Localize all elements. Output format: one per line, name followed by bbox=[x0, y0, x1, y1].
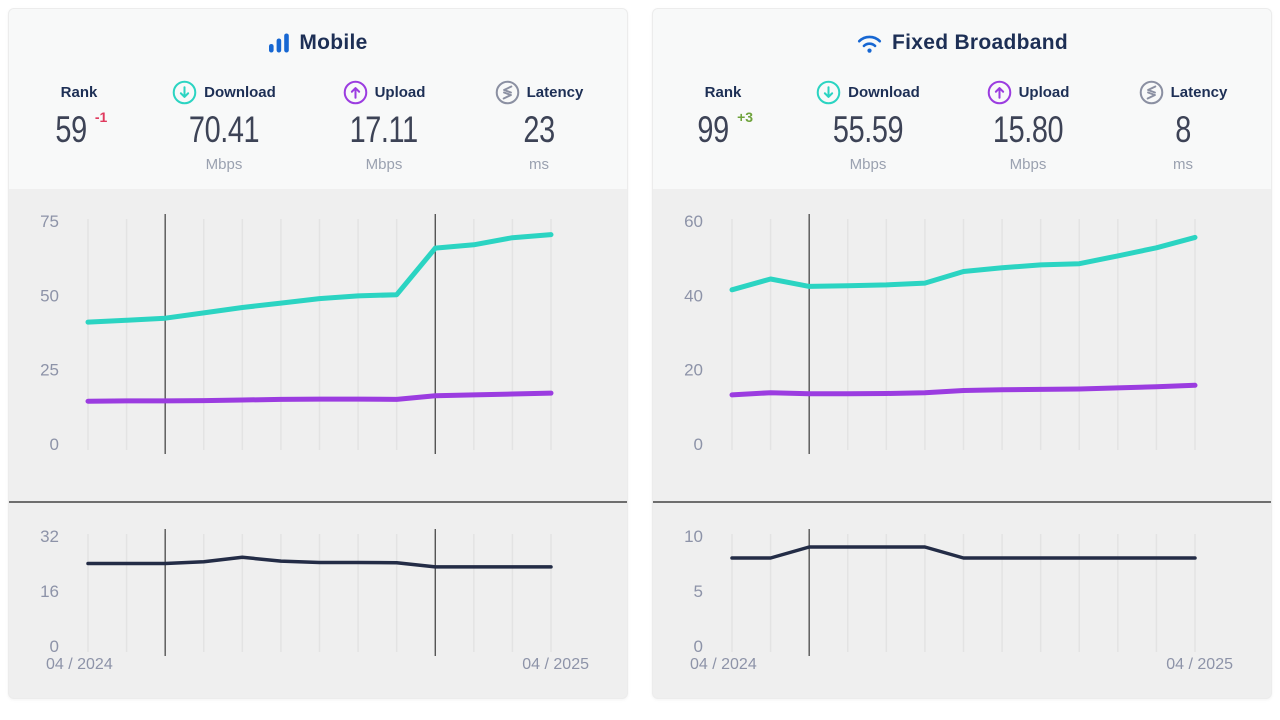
stat-latency: Latency 8 ms bbox=[1103, 79, 1263, 174]
stat-upload-label: Upload bbox=[374, 83, 426, 101]
svg-text:40: 40 bbox=[684, 286, 703, 305]
stat-rank-label: Rank bbox=[60, 83, 98, 101]
chart-divider bbox=[9, 501, 627, 503]
stat-download: Download 55.59 Mbps bbox=[783, 79, 953, 174]
stat-upload-value: 17.11 bbox=[349, 109, 419, 150]
latency-icon bbox=[1139, 80, 1164, 105]
stat-rank: Rank 59 -1 bbox=[19, 79, 139, 174]
mobile-header: Mobile Rank 59 -1 bbox=[9, 9, 627, 189]
stat-upload: Upload 15.80 Mbps bbox=[953, 79, 1103, 174]
x-axis-start-label: 04 / 2024 bbox=[46, 656, 113, 673]
stat-download-value: 70.41 bbox=[188, 109, 260, 150]
mobile-x-axis: 04 / 2024 04 / 2025 bbox=[9, 656, 627, 674]
fixed-header: Fixed Broadband Rank 99 +3 bbox=[653, 9, 1271, 189]
panel-title-text: Fixed Broadband bbox=[891, 31, 1069, 54]
fixed-panel-title: Fixed Broadband bbox=[653, 9, 1271, 55]
fixed-latency-chart[interactable]: 0 5 10 bbox=[653, 524, 1272, 656]
stat-upload-value: 15.80 bbox=[992, 109, 1064, 150]
panel-fixed-broadband: Fixed Broadband Rank 99 +3 bbox=[652, 8, 1272, 699]
svg-text:50: 50 bbox=[40, 286, 59, 305]
fixed-stats-row: Rank 99 +3 bbox=[653, 79, 1271, 174]
download-icon bbox=[816, 80, 841, 105]
stat-rank-value: 59 bbox=[55, 109, 87, 150]
rank-delta-badge: -1 bbox=[94, 109, 108, 125]
svg-text:16: 16 bbox=[40, 582, 59, 601]
stat-latency-label: Latency bbox=[1170, 83, 1228, 101]
stat-download-unit: Mbps bbox=[849, 156, 887, 173]
x-axis-end-label: 04 / 2025 bbox=[1166, 656, 1233, 673]
svg-text:5: 5 bbox=[694, 582, 703, 601]
mobile-signal-icon bbox=[268, 33, 290, 53]
stat-download: Download 70.41 Mbps bbox=[139, 79, 309, 174]
stat-latency-value: 8 bbox=[1175, 109, 1191, 150]
svg-text:10: 10 bbox=[684, 527, 703, 546]
upload-icon bbox=[343, 80, 368, 105]
rank-delta-badge: +3 bbox=[737, 109, 754, 125]
stat-latency-unit: ms bbox=[1173, 156, 1193, 173]
stat-latency: Latency 23 ms bbox=[459, 79, 619, 174]
stat-download-unit: Mbps bbox=[205, 156, 243, 173]
svg-text:32: 32 bbox=[40, 527, 59, 546]
svg-text:75: 75 bbox=[40, 212, 59, 231]
stat-latency-value: 23 bbox=[523, 109, 555, 150]
stat-upload: Upload 17.11 Mbps bbox=[309, 79, 459, 174]
svg-text:0: 0 bbox=[694, 435, 703, 454]
stat-upload-unit: Mbps bbox=[1009, 156, 1047, 173]
svg-text:0: 0 bbox=[50, 637, 59, 656]
panel-title-text: Mobile bbox=[299, 31, 368, 54]
stat-rank-label: Rank bbox=[704, 83, 742, 101]
stat-download-label: Download bbox=[204, 83, 276, 101]
stat-rank: Rank 99 +3 bbox=[663, 79, 783, 174]
wifi-icon bbox=[856, 33, 883, 54]
download-icon bbox=[172, 80, 197, 105]
upload-icon bbox=[987, 80, 1012, 105]
stat-latency-label: Latency bbox=[526, 83, 584, 101]
chart-divider bbox=[653, 501, 1271, 503]
mobile-panel-title: Mobile bbox=[9, 9, 627, 55]
stat-download-value: 55.59 bbox=[832, 109, 904, 150]
mobile-speed-chart[interactable]: 0 25 50 75 bbox=[9, 209, 628, 459]
svg-text:60: 60 bbox=[684, 212, 703, 231]
stat-upload-label: Upload bbox=[1018, 83, 1070, 101]
stat-latency-unit: ms bbox=[529, 156, 549, 173]
svg-text:0: 0 bbox=[50, 435, 59, 454]
mobile-stats-row: Rank 59 -1 bbox=[9, 79, 627, 174]
x-axis-end-label: 04 / 2025 bbox=[522, 656, 589, 673]
svg-text:25: 25 bbox=[40, 361, 59, 380]
panel-mobile: Mobile Rank 59 -1 bbox=[8, 8, 628, 699]
fixed-x-axis: 04 / 2024 04 / 2025 bbox=[653, 656, 1271, 674]
svg-text:20: 20 bbox=[684, 361, 703, 380]
mobile-latency-chart[interactable]: 0 16 32 bbox=[9, 524, 628, 656]
fixed-speed-chart[interactable]: 0 20 40 60 bbox=[653, 209, 1272, 459]
svg-text:0: 0 bbox=[694, 637, 703, 656]
stat-download-label: Download bbox=[848, 83, 920, 101]
x-axis-start-label: 04 / 2024 bbox=[690, 656, 757, 673]
stat-rank-value: 99 bbox=[697, 109, 729, 150]
latency-icon bbox=[495, 80, 520, 105]
stat-upload-unit: Mbps bbox=[365, 156, 403, 173]
